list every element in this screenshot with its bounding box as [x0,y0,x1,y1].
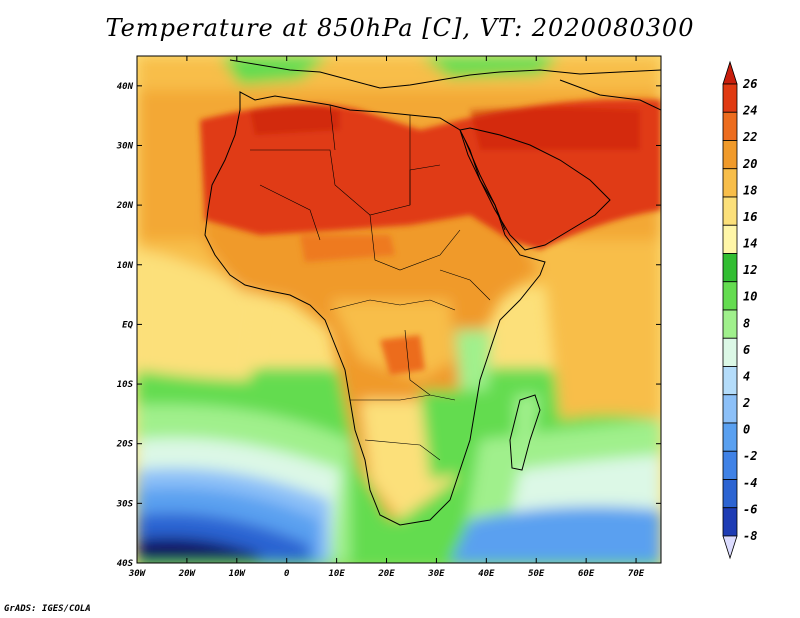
colorbar-swatch [722,479,738,509]
lon-tick-label: 10E [328,569,345,579]
lat-tick-label: 10S [117,380,134,390]
colorbar-swatch [722,196,738,226]
colorbar-label: -6 [743,502,757,516]
axis-ticks [136,56,661,564]
colorbar-swatch [722,140,738,170]
colorbar-swatch [722,253,738,283]
colorbar-label: 2 [742,396,750,410]
colorbar-swatch [722,507,738,537]
colorbar-swatch [722,394,738,424]
lon-tick-label: 70E [628,569,645,579]
colorbar-top-arrow [722,60,738,85]
country-borders [250,104,491,461]
lat-tick-label: EQ [122,320,133,330]
lat-tick-label: 40N [117,82,134,92]
lon-tick-label: 30W [128,569,147,579]
colorbar-label: 10 [743,290,757,304]
colorbar-label: -2 [743,449,757,463]
coastlines [204,59,661,526]
colorbar-swatch [722,366,738,396]
axis-labels: 30W 20W 10W 0 10E 20E 30E 40E 50E 60E 70E 40S 30S 20S… [116,82,645,579]
colorbar-label: 18 [743,183,757,197]
colorbar-swatch [722,422,738,452]
map-title: Temperature at 850hPa [C], VT: 202008030… [105,14,695,42]
colorbar-label: 14 [743,237,757,251]
colorbar-swatch [722,450,738,480]
lon-tick-label: 20W [178,569,197,579]
colorbar-bottom-arrow [722,535,738,560]
lat-tick-label: 30N [116,141,134,151]
grads-credit: GrADS: IGES/COLA [4,604,91,614]
lat-tick-label: 20S [116,440,134,450]
temperature-field [137,56,661,563]
lat-tick-label: 20N [116,201,134,211]
lon-tick-label: 10W [229,569,247,579]
lon-tick-label: 20E [377,569,395,579]
colorbar-label: 4 [743,369,750,383]
colorbar-label: 16 [743,210,757,224]
colorbar-swatch [722,224,738,254]
lat-tick-label: 40S [117,559,134,569]
colorbar-label: 24 [742,104,757,118]
colorbar-label: 0 [743,423,750,437]
colorbar-label: -4 [743,476,757,490]
colorbar-label: -8 [743,529,757,543]
lon-tick-label: 40E [478,569,495,579]
lon-tick-label: 50E [528,569,545,579]
colorbar-swatch [722,111,738,141]
lat-tick-label: 30S [116,499,134,509]
map-frame [136,55,662,564]
lon-tick-label: 30E [427,569,445,579]
lon-tick-label: 0 [284,569,290,579]
lat-tick-label: 10N [117,261,134,271]
colorbar-label: 20 [742,157,757,171]
colorbar-label: 8 [743,316,750,330]
colorbar-label: 12 [743,263,757,277]
colorbar-swatch [722,309,738,339]
lon-tick-label: 60E [578,569,595,579]
colorbar-swatch [722,337,738,367]
colorbar-label: 22 [742,130,757,144]
colorbar-swatch [722,168,738,198]
colorbar-swatch [722,281,738,311]
colorbar-label: 26 [742,77,757,91]
colorbar-swatch [722,83,738,113]
colorbar-label: 6 [743,343,750,357]
